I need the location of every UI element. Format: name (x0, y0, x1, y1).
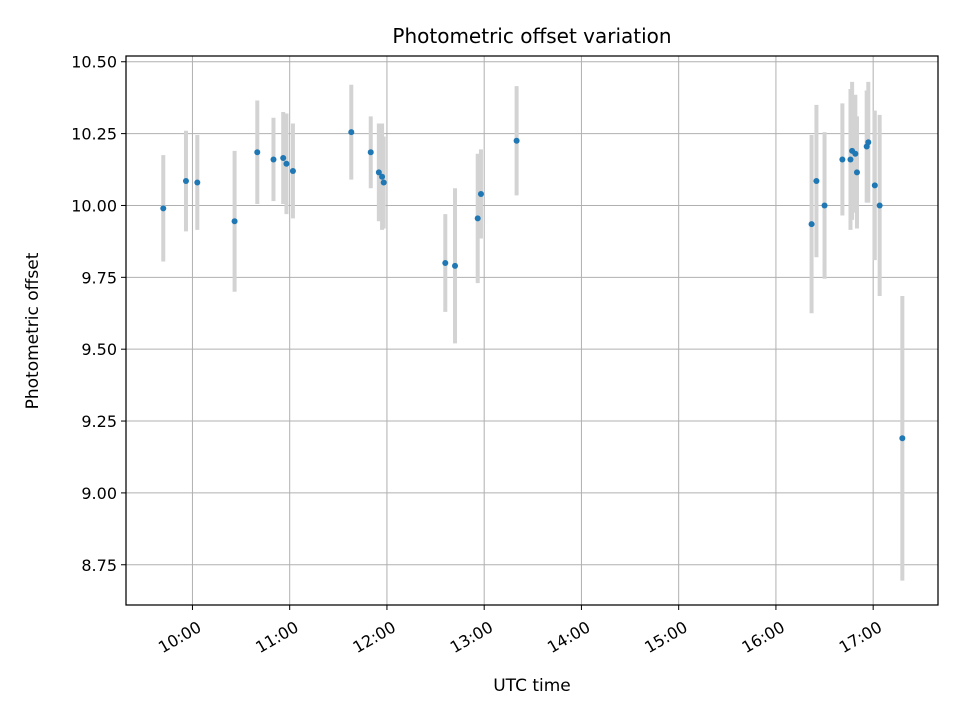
y-tick-label: 10.50 (71, 53, 117, 72)
plot-frame (125, 55, 939, 606)
y-axis-label: Photometric offset (23, 252, 43, 409)
data-point (477, 190, 484, 197)
y-tick-label: 8.75 (81, 556, 117, 575)
data-point (474, 215, 481, 222)
data-point (839, 156, 846, 163)
data-point (182, 178, 189, 185)
data-point (847, 156, 854, 163)
data-point (821, 202, 828, 209)
data-point (375, 169, 382, 176)
y-tick-label: 9.25 (81, 412, 117, 431)
chart-title: Photometric offset variation (392, 24, 671, 48)
data-point (813, 178, 820, 185)
data-point (289, 167, 296, 174)
data-point (367, 149, 374, 156)
data-point (871, 182, 878, 189)
data-point (380, 179, 387, 186)
data-point (899, 435, 906, 442)
data-point (452, 262, 459, 269)
data-point (254, 149, 261, 156)
data-point (280, 155, 287, 162)
y-tick-label: 9.50 (81, 340, 117, 359)
y-tick-label: 9.75 (81, 268, 117, 287)
data-point (348, 129, 355, 136)
data-points (160, 129, 906, 442)
y-tick-label: 10.00 (71, 196, 117, 215)
data-point (853, 169, 860, 176)
data-point (513, 137, 520, 144)
data-point (283, 160, 290, 167)
data-point (865, 139, 872, 146)
data-point (270, 156, 277, 163)
y-tick-label: 10.25 (71, 125, 117, 144)
data-point (194, 179, 201, 186)
y-tick-label: 9.00 (81, 484, 117, 503)
data-point (231, 218, 238, 225)
x-axis-label: UTC time (493, 676, 571, 696)
data-point (442, 259, 449, 266)
data-point (160, 205, 167, 212)
data-point (876, 202, 883, 209)
data-point (379, 173, 386, 180)
data-point (808, 221, 815, 228)
data-point (852, 150, 859, 157)
